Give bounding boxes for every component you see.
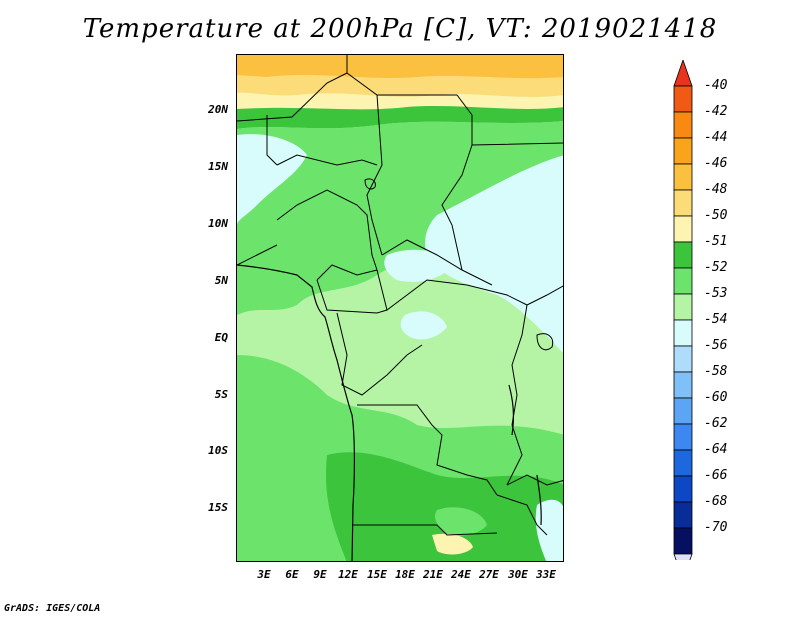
temperature-map <box>237 55 563 561</box>
lon-label-21e: 21E <box>423 568 443 581</box>
colorbar-band <box>673 189 693 217</box>
lon-label-9e: 9E <box>313 568 327 581</box>
field-warm-band-inner <box>237 55 563 79</box>
lon-label-15e: 15E <box>367 568 387 581</box>
field-52-south <box>326 452 563 561</box>
lon-label-24e: 24E <box>451 568 471 581</box>
colorbar-tick-label: -70 <box>704 520 728 535</box>
colorbar-band <box>673 163 693 191</box>
colorbar-tick-label: -51 <box>704 234 728 249</box>
border-chad-car <box>381 239 493 286</box>
colorbar-band <box>673 241 693 269</box>
field-53-pocket <box>434 507 487 536</box>
colorbar-band <box>673 345 693 373</box>
colorbar-band <box>673 293 693 321</box>
border-chad-sudan <box>441 144 473 271</box>
colorbar-band <box>673 85 693 113</box>
field-54-west <box>237 134 307 225</box>
lat-label-10n: 10N <box>208 217 228 230</box>
border-congo <box>336 312 423 396</box>
colorbar-band <box>673 527 693 555</box>
colorbar-band <box>673 137 693 165</box>
field-54-congo <box>400 311 447 340</box>
lat-label-eq: EQ <box>214 331 228 344</box>
lon-label-33e: 33E <box>536 568 556 581</box>
colorbar-band <box>673 449 693 477</box>
colorbar-tick-label: -46 <box>704 156 728 171</box>
colorbar-tick-label: -60 <box>704 390 728 405</box>
lat-label-15s: 15S <box>208 501 228 514</box>
chart-title: Temperature at 200hPa [C], VT: 201902141… <box>82 14 718 44</box>
colorbar-top-triangle <box>673 60 693 87</box>
footer-credit: GrADS: IGES/COLA <box>4 603 101 614</box>
colorbar-band <box>673 423 693 451</box>
lat-label-5s: 5S <box>214 388 228 401</box>
colorbar-tick-label: -50 <box>704 208 728 223</box>
field-51-south <box>432 533 473 555</box>
border-niger-chad <box>366 94 383 256</box>
field-54-central <box>384 249 452 282</box>
colorbar-tick-label: -66 <box>704 468 728 483</box>
colorbar-band <box>673 501 693 529</box>
field-52-north <box>237 106 563 129</box>
colorbar-tick-label: -68 <box>704 494 728 509</box>
border-nigeria-cameroon <box>276 189 378 281</box>
colorbar-tick-label: -42 <box>704 104 728 119</box>
colorbar-band <box>673 267 693 295</box>
lat-label-15n: 15N <box>208 160 228 173</box>
country-borders <box>237 55 563 536</box>
colorbar-tick-label: -52 <box>704 260 728 275</box>
lon-label-6e: 6E <box>285 568 299 581</box>
border-drc-angola <box>357 404 498 496</box>
field-54-east <box>425 155 563 353</box>
colorbar-band <box>673 111 693 139</box>
lon-label-30e: 30E <box>508 568 528 581</box>
colorbar-band <box>673 371 693 399</box>
map-panel <box>236 54 564 562</box>
lake-chad <box>364 178 376 190</box>
border-algeria-niger <box>237 72 348 122</box>
coastline-gulf-of-guinea <box>237 264 355 561</box>
colorbar-tick-label: -64 <box>704 442 728 457</box>
colorbar-tick-label: -44 <box>704 130 728 145</box>
border-west-coast <box>237 244 278 266</box>
border-angola-south <box>352 524 498 536</box>
lake-victoria <box>536 333 554 351</box>
border-niger-nigeria <box>276 154 378 166</box>
border-cameroon-gabon <box>316 279 388 314</box>
colorbar-tick-label: -40 <box>704 78 728 93</box>
colorbar-band <box>673 397 693 425</box>
colorbar-band <box>673 215 693 243</box>
lat-label-10s: 10S <box>208 444 228 457</box>
lat-label-5n: 5N <box>214 274 228 287</box>
lat-label-20n: 20N <box>208 103 228 116</box>
lon-label-27e: 27E <box>479 568 499 581</box>
colorbar-tick-label: -56 <box>704 338 728 353</box>
lon-label-18e: 18E <box>395 568 415 581</box>
border-east <box>526 285 563 306</box>
lon-label-3e: 3E <box>257 568 271 581</box>
colorbar-band <box>673 319 693 347</box>
colorbar <box>673 60 693 560</box>
lake-tanganyika <box>508 384 515 436</box>
border-south-east <box>506 474 563 486</box>
field-51-strip <box>237 92 563 110</box>
colorbar-bottom-triangle <box>673 553 693 560</box>
border-drc-east <box>506 304 528 486</box>
colorbar-tick-label: -62 <box>704 416 728 431</box>
border-zambia <box>496 494 548 536</box>
colorbar-tick-label: -48 <box>704 182 728 197</box>
colorbar-band <box>673 475 693 503</box>
colorbar-tick-label: -58 <box>704 364 728 379</box>
field-53-north <box>237 121 563 315</box>
colorbar-tick-label: -54 <box>704 312 728 327</box>
field-54-southeast <box>535 499 563 561</box>
border-mali-niger <box>266 115 278 166</box>
lake-malawi <box>536 474 542 526</box>
lon-label-12e: 12E <box>338 568 358 581</box>
colorbar-tick-label: -53 <box>704 286 728 301</box>
